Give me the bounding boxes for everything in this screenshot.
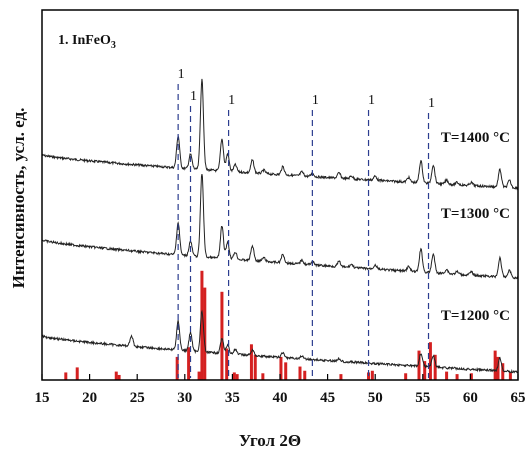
x-tick-label-3: 30 <box>177 390 192 406</box>
trace-2 <box>41 309 519 374</box>
reference-line-34 <box>508 372 512 380</box>
marker-label-3: 1 <box>312 93 319 108</box>
reference-line-26 <box>428 342 432 380</box>
reference-line-13 <box>249 344 253 380</box>
x-tick-label-2: 25 <box>130 390 145 406</box>
x-tick-label-8: 55 <box>415 390 430 406</box>
reference-line-2 <box>114 371 118 380</box>
reference-line-15 <box>261 373 265 380</box>
marker-label-5: 1 <box>428 96 435 111</box>
x-tick-label-4: 35 <box>225 390 240 406</box>
reference-line-11 <box>232 372 236 380</box>
xrd-traces <box>41 78 519 374</box>
reference-line-8 <box>203 287 207 380</box>
reference-line-10 <box>225 348 229 380</box>
marker-label-4: 1 <box>368 93 375 108</box>
panel-label-prefix: 1. InFeO <box>58 33 111 48</box>
series-label-0: T=1400 °C <box>441 130 510 146</box>
plot-frame <box>41 9 519 381</box>
marker-label-0: 1 <box>178 67 185 82</box>
reference-line-7 <box>200 270 204 380</box>
reference-line-14 <box>253 354 257 380</box>
reference-line-29 <box>455 374 459 380</box>
marker-label-1: 1 <box>190 89 197 104</box>
reference-line-5 <box>187 347 191 380</box>
panel-label-subscript: 3 <box>111 40 116 51</box>
x-tick-label-0: 15 <box>35 390 50 406</box>
trace-1 <box>41 173 519 280</box>
reference-line-33 <box>501 363 505 380</box>
x-tick-label-10: 65 <box>511 390 526 406</box>
reference-line-4 <box>175 356 179 380</box>
series-label-1: T=1300 °C <box>441 206 510 222</box>
reference-line-21 <box>367 372 371 380</box>
x-tick-label-1: 20 <box>82 390 97 406</box>
reference-line-23 <box>404 373 408 380</box>
reference-line-24 <box>417 350 421 380</box>
y-axis-title: Интенсивность, усл. ед. <box>9 108 28 289</box>
reference-line-19 <box>303 370 307 380</box>
x-axis-ticks: 15 20 25 30 35 40 45 50 55 60 65 <box>35 374 526 406</box>
reference-line-27 <box>433 354 437 380</box>
trace-0 <box>41 78 519 191</box>
reference-line-30 <box>469 373 473 380</box>
x-axis-title: Угол 2Θ <box>239 431 301 450</box>
reference-line-1 <box>75 367 79 380</box>
marker-label-2: 1 <box>228 93 235 108</box>
reference-line-25 <box>423 361 427 380</box>
reference-line-3 <box>117 374 121 380</box>
reference-line-17 <box>284 362 288 380</box>
reference-line-28 <box>445 371 449 380</box>
x-tick-label-6: 45 <box>320 390 335 406</box>
reference-line-9 <box>220 291 224 380</box>
peak-marker-lines: 11 1 1 1 1 <box>177 67 435 378</box>
reference-line-22 <box>370 370 374 380</box>
reference-line-31 <box>493 350 497 380</box>
reference-line-20 <box>339 374 343 380</box>
reference-line-18 <box>298 366 302 380</box>
reference-line-0 <box>64 372 68 380</box>
x-tick-label-9: 60 <box>463 390 478 406</box>
reference-line-6 <box>197 371 201 380</box>
reference-line-32 <box>496 356 500 380</box>
reference-line-16 <box>279 356 283 380</box>
reference-pattern <box>64 270 512 380</box>
panel-label: 1. InFeO3 <box>58 33 116 51</box>
series-label-2: T=1200 °C <box>441 308 510 324</box>
x-tick-label-7: 50 <box>368 390 383 406</box>
series-annotations: T=1400 °C T=1300 °C T=1200 °C <box>441 130 510 324</box>
reference-line-12 <box>235 374 239 380</box>
x-tick-label-5: 40 <box>273 390 288 406</box>
